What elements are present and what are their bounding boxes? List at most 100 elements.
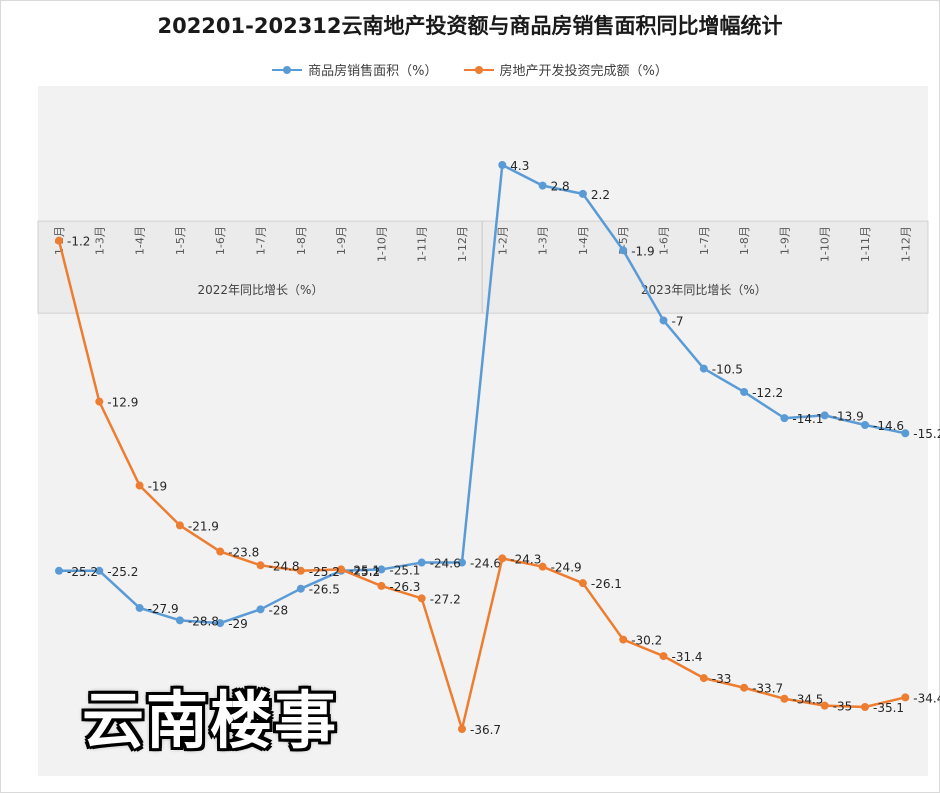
data-label: -25.1 bbox=[349, 563, 380, 577]
data-point bbox=[135, 603, 144, 612]
data-label: -28.8 bbox=[188, 614, 219, 628]
data-label: -26.3 bbox=[389, 580, 420, 594]
data-label: -33.7 bbox=[752, 682, 783, 696]
data-point bbox=[538, 181, 547, 190]
data-point bbox=[95, 397, 104, 406]
x-tick-label: 1-11月 bbox=[859, 226, 872, 262]
x-tick-label: 1-4月 bbox=[134, 226, 147, 255]
group-label-2023: 2023年同比增长（%） bbox=[641, 283, 767, 297]
data-label: -12.2 bbox=[752, 386, 783, 400]
data-label: -34.5 bbox=[792, 693, 823, 707]
data-label: -19 bbox=[148, 480, 168, 494]
data-point bbox=[820, 411, 829, 420]
data-label: -25.2 bbox=[107, 565, 138, 579]
data-point bbox=[417, 594, 426, 603]
data-point bbox=[216, 619, 225, 628]
data-label: -15.2 bbox=[913, 427, 940, 441]
data-point bbox=[901, 429, 910, 438]
data-label: -25.2 bbox=[309, 565, 340, 579]
data-label: -26.1 bbox=[591, 577, 622, 591]
legend-label-sales: 商品房销售面积（%） bbox=[308, 64, 438, 79]
legend-marker-sales bbox=[272, 65, 303, 74]
data-point bbox=[458, 558, 466, 567]
data-label: -24.3 bbox=[510, 552, 541, 566]
data-label: -36.7 bbox=[470, 723, 501, 737]
data-label: -1.9 bbox=[631, 244, 654, 258]
data-point bbox=[337, 565, 346, 574]
x-tick-label: 1-5月 bbox=[174, 226, 187, 255]
x-tick-label: 1-6月 bbox=[658, 226, 671, 255]
data-point bbox=[659, 652, 668, 661]
data-point bbox=[740, 387, 749, 396]
data-point bbox=[498, 554, 507, 563]
data-point bbox=[578, 579, 587, 588]
data-point bbox=[498, 161, 507, 169]
x-tick-label: 1-3月 bbox=[537, 226, 550, 255]
data-label: -31.4 bbox=[672, 650, 703, 664]
data-point bbox=[95, 566, 104, 575]
data-label: 4.3 bbox=[510, 159, 529, 173]
data-point bbox=[861, 420, 869, 429]
data-label: -23.8 bbox=[228, 546, 259, 560]
data-label: -25.2 bbox=[67, 565, 98, 579]
data-point bbox=[296, 566, 305, 575]
data-label: -14.6 bbox=[873, 419, 904, 433]
data-label: -26.5 bbox=[309, 583, 340, 597]
x-tick-label: 1-11月 bbox=[416, 226, 429, 262]
data-label: -13.9 bbox=[833, 409, 864, 423]
chart-title: 202201-202312云南地产投资额与商品房销售面积同比增幅统计 bbox=[157, 14, 783, 38]
legend-label-investment: 房地产开发投资完成额（%） bbox=[499, 64, 668, 79]
x-tick-label: 1-7月 bbox=[255, 226, 268, 255]
data-label: -35 bbox=[833, 700, 853, 714]
x-tick-label: 1-8月 bbox=[295, 226, 308, 255]
x-tick-label: 1-10月 bbox=[819, 226, 832, 262]
data-point bbox=[619, 246, 628, 255]
data-label: -27.2 bbox=[430, 592, 461, 606]
legend-marker-investment bbox=[463, 65, 494, 74]
data-point bbox=[256, 561, 265, 570]
data-label: -21.9 bbox=[188, 519, 219, 533]
data-point bbox=[377, 581, 386, 590]
data-point bbox=[780, 414, 789, 423]
x-tick-label: 1-7月 bbox=[698, 226, 711, 255]
x-tick-label: 1-12月 bbox=[899, 226, 912, 262]
data-point bbox=[861, 702, 869, 711]
data-point bbox=[699, 674, 708, 683]
data-label: -24.6 bbox=[470, 557, 501, 571]
x-tick-label: 1-6月 bbox=[214, 226, 227, 255]
x-tick-label: 1-4月 bbox=[577, 226, 590, 255]
data-point bbox=[175, 616, 184, 625]
x-tick-label: 1-9月 bbox=[335, 226, 348, 255]
x-tick-label: 1-9月 bbox=[778, 226, 791, 255]
group-label-2022: 2022年同比增长（%） bbox=[198, 283, 324, 297]
x-tick-label: 1-3月 bbox=[93, 226, 106, 255]
data-label: -7 bbox=[672, 314, 684, 328]
data-label: 2.8 bbox=[551, 180, 570, 194]
x-tick-label: 1-2月 bbox=[496, 226, 509, 255]
data-point bbox=[578, 189, 587, 198]
plot-area bbox=[38, 86, 928, 776]
data-point bbox=[216, 547, 225, 556]
data-point bbox=[175, 521, 184, 530]
data-point bbox=[780, 694, 789, 703]
data-point bbox=[256, 605, 265, 614]
series-line-0 bbox=[59, 163, 906, 625]
legend-item-sales: 商品房销售面积（%） bbox=[272, 60, 438, 79]
data-label: 2.2 bbox=[591, 188, 610, 202]
data-label: -34.4 bbox=[913, 691, 940, 705]
data-label: -25.1 bbox=[389, 563, 420, 577]
data-label: -33 bbox=[712, 672, 732, 686]
data-point bbox=[377, 565, 386, 574]
data-label: -24.9 bbox=[551, 561, 582, 575]
data-label: -27.9 bbox=[148, 602, 179, 616]
data-label: -35.1 bbox=[873, 701, 904, 715]
legend-item-investment: 房地产开发投资完成额（%） bbox=[463, 60, 668, 79]
data-label: -24.8 bbox=[269, 559, 300, 573]
data-label: -30.2 bbox=[631, 634, 662, 648]
data-point bbox=[296, 584, 305, 593]
data-point bbox=[619, 635, 628, 644]
x-tick-label: 1-10月 bbox=[375, 226, 388, 262]
watermark-text: 云南楼事 bbox=[82, 684, 339, 757]
data-point bbox=[538, 562, 547, 571]
data-label: -29 bbox=[228, 617, 248, 631]
